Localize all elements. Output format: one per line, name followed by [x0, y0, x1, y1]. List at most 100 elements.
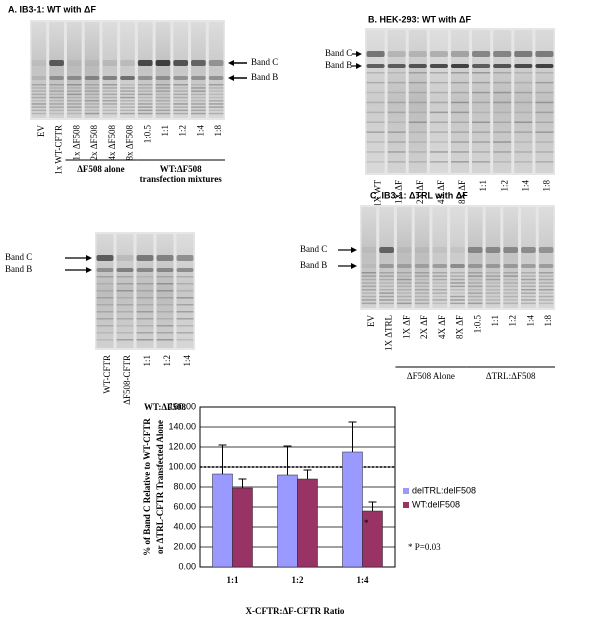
blot-band: [208, 103, 224, 105]
band-label: Band B: [300, 260, 327, 270]
blot-band: [514, 121, 533, 123]
blot-band: [191, 76, 206, 80]
blot-band: [485, 285, 501, 288]
lane-label: 1X ΔF: [394, 180, 404, 204]
blot-band: [467, 295, 483, 298]
blot-band: [31, 60, 47, 66]
blot-band: [31, 96, 47, 99]
blot-band: [136, 276, 154, 278]
blot-band: [173, 87, 189, 89]
blot-band: [176, 255, 194, 261]
blot-band: [450, 289, 465, 291]
lane-label: 4x ΔF508: [107, 125, 117, 161]
blot-band: [467, 302, 483, 305]
blot-band: [450, 131, 470, 133]
lane-label: 1:1: [478, 180, 488, 192]
blot-band: [485, 295, 501, 298]
blot-band: [176, 297, 194, 299]
band-label: Band B: [251, 72, 278, 82]
blot-band: [366, 64, 385, 68]
blot-band: [49, 106, 64, 108]
blot-band: [414, 282, 430, 284]
blot-band: [538, 292, 554, 294]
blot-band: [379, 275, 394, 277]
blot-band: [173, 96, 189, 99]
blot-band: [102, 106, 118, 108]
blot-band: [208, 76, 224, 80]
blot-band: [176, 290, 194, 292]
blot-band: [173, 84, 189, 86]
blot-band: [450, 275, 465, 277]
blot-band: [156, 304, 174, 306]
blot-band: [472, 101, 491, 104]
lane-label: ΔF508-CFTR: [122, 355, 132, 405]
blot-band: [102, 103, 118, 105]
blot-lane: [66, 22, 82, 118]
blot-band: [116, 311, 134, 313]
blot-band: [396, 278, 412, 281]
blot-band: [467, 247, 483, 253]
lane-label: 2x ΔF508: [89, 125, 99, 161]
blot-band: [137, 60, 153, 66]
lane-label: 1:4: [195, 125, 205, 137]
blot-band: [493, 121, 512, 123]
blot-band: [136, 297, 154, 299]
blot-band: [102, 93, 118, 96]
blot-band: [102, 60, 118, 66]
bar: [212, 473, 233, 568]
blot-band: [116, 276, 134, 278]
blot-band: [450, 285, 465, 288]
blot-band: [535, 111, 554, 114]
blot-band: [521, 299, 536, 301]
blot-lane: [467, 207, 483, 308]
blot-band: [432, 282, 448, 284]
blot-band: [396, 247, 412, 253]
blot-band: [176, 332, 194, 334]
blot-band: [137, 76, 153, 80]
blot-band: [429, 101, 448, 104]
blot-band: [414, 292, 430, 294]
blot-band: [66, 109, 82, 112]
blot-band: [366, 81, 385, 84]
group-label: transfection mixtures: [140, 174, 223, 184]
blot-band: [521, 275, 536, 277]
blot-band: [414, 295, 430, 298]
blot-band: [387, 91, 406, 94]
arrow-head: [351, 247, 357, 253]
blot-band: [379, 285, 394, 288]
lane-label: 4X ΔF: [437, 315, 447, 339]
blot-band: [137, 87, 153, 89]
blot-lane: [432, 207, 448, 308]
blot-band: [538, 247, 554, 253]
blot-band: [208, 87, 224, 89]
lane-label: 2X ΔF: [419, 315, 429, 339]
blot-band: [361, 282, 377, 284]
y-tick-label: 20.00: [173, 541, 196, 551]
blot-band: [173, 106, 189, 108]
blot-lane: [102, 22, 118, 118]
blot-band: [120, 96, 135, 99]
blot-band: [450, 121, 470, 123]
blot-band: [191, 106, 206, 108]
blot-band: [408, 51, 427, 57]
blot-band: [408, 81, 427, 84]
blot-band: [102, 112, 118, 115]
blot-band: [503, 295, 519, 298]
blot-band: [156, 268, 174, 272]
blot-band: [472, 111, 491, 114]
blot-band: [387, 131, 406, 133]
blot-band: [538, 295, 554, 298]
blot-band: [116, 255, 134, 261]
blot-band: [450, 64, 470, 68]
bar: [277, 474, 298, 568]
blot-band: [361, 278, 377, 281]
blot-band: [387, 64, 406, 68]
blot-band: [136, 325, 154, 327]
blot-band: [379, 264, 394, 268]
blot-band: [493, 81, 512, 84]
blot-band: [535, 72, 554, 74]
blot-band: [66, 76, 82, 80]
blot-band: [485, 275, 501, 277]
blot-band: [414, 285, 430, 288]
lane-label: 1x ΔF508: [71, 125, 81, 161]
